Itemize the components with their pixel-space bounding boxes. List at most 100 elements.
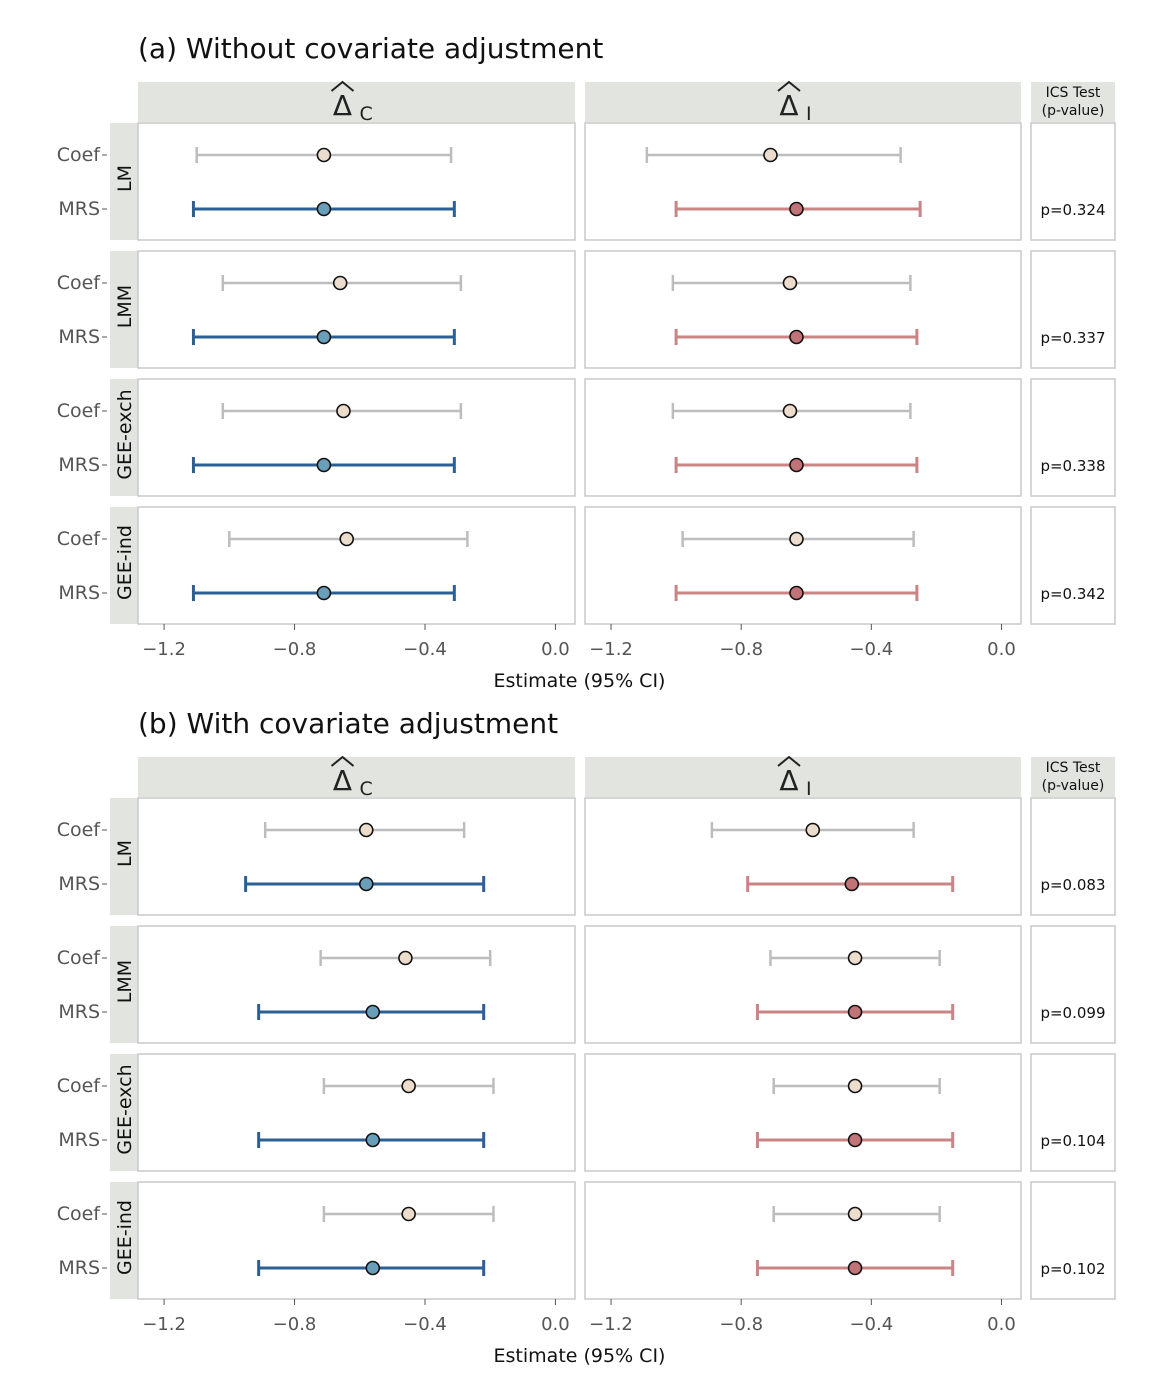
model-label: GEE-exch (114, 1064, 136, 1154)
point-estimate (332, 275, 348, 291)
point-estimate (847, 1260, 863, 1276)
column-strip-subscript: I (806, 103, 812, 125)
column-strip-subscript: C (360, 103, 373, 125)
point-estimate (847, 1004, 863, 1020)
ics-header-label: ICS Test (1046, 85, 1101, 101)
x-tick-label: −1.2 (589, 1314, 633, 1335)
ics-header-label: ICS Test (1046, 760, 1101, 776)
x-tick-label: −0.8 (273, 639, 317, 660)
x-tick-label: 0.0 (541, 1314, 570, 1335)
point-estimate (401, 1078, 416, 1094)
point-estimate (316, 329, 332, 345)
row-label: Coef (57, 819, 102, 841)
column-strip-label: Δ (779, 89, 798, 122)
panel-frame (584, 122, 1022, 241)
row-label: Coef (57, 400, 102, 422)
column-strip (138, 82, 575, 122)
panel-frame (584, 250, 1022, 369)
point-estimate (316, 147, 332, 163)
column-strip-label: Δ (333, 89, 352, 122)
p-value: p=0.338 (1040, 457, 1105, 475)
x-tick-label: −0.4 (403, 1314, 447, 1335)
point-estimate (339, 531, 355, 547)
p-value: p=0.104 (1040, 1132, 1105, 1150)
p-value: p=0.342 (1040, 585, 1105, 603)
point-estimate (316, 201, 332, 217)
panel-frame (137, 797, 576, 916)
p-value: p=0.099 (1040, 1004, 1105, 1022)
ics-panel (1030, 506, 1116, 625)
panel-frame (584, 378, 1022, 497)
point-estimate (789, 585, 804, 601)
point-estimate (789, 201, 804, 217)
column-strip-label: Δ (333, 764, 352, 797)
ics-panel (1030, 1181, 1116, 1300)
x-axis-title: Estimate (95% CI) (494, 1345, 666, 1367)
row-label: MRS (58, 582, 100, 604)
x-tick-label: 0.0 (987, 639, 1016, 660)
ics-panel (1030, 250, 1116, 369)
row-label: Coef (57, 528, 102, 550)
x-tick-label: −0.8 (719, 1314, 763, 1335)
panel-frame (137, 378, 576, 497)
model-label: LM (114, 840, 136, 867)
column-strip-label: Δ (779, 764, 798, 797)
point-estimate (365, 1004, 381, 1020)
row-label: MRS (58, 1129, 100, 1151)
row-label: Coef (57, 1075, 102, 1097)
point-estimate (789, 329, 804, 345)
point-estimate (365, 1132, 381, 1148)
ics-strip (1031, 757, 1115, 797)
model-strip (110, 123, 138, 240)
panel-frame (584, 797, 1022, 916)
model-label: GEE-ind (114, 525, 136, 600)
panel-frame (584, 1181, 1022, 1300)
column-strip-subscript: C (360, 778, 373, 800)
model-label: GEE-exch (114, 389, 136, 479)
hat-accent (777, 755, 801, 767)
ics-strip (1031, 82, 1115, 122)
p-value: p=0.083 (1040, 876, 1105, 894)
row-label: MRS (58, 873, 100, 895)
panel-frame (137, 1181, 576, 1300)
model-strip (110, 507, 138, 624)
panel-frame (584, 1053, 1022, 1172)
figure-title: (b) With covariate adjustment (138, 707, 558, 740)
hat-accent (777, 80, 801, 92)
ics-panel (1030, 797, 1116, 916)
row-label: MRS (58, 326, 100, 348)
x-tick-label: −0.8 (273, 1314, 317, 1335)
row-label: MRS (58, 1001, 100, 1023)
model-label: LM (114, 165, 136, 192)
point-estimate (763, 147, 778, 163)
panel-frame (137, 250, 576, 369)
model-strip (110, 379, 138, 496)
x-tick-label: −1.2 (142, 1314, 186, 1335)
point-estimate (789, 457, 804, 473)
point-estimate (847, 1206, 863, 1222)
row-label: Coef (57, 272, 102, 294)
column-strip (585, 757, 1021, 797)
ics-panel (1030, 925, 1116, 1044)
point-estimate (398, 950, 413, 966)
row-label: MRS (58, 454, 100, 476)
panel-frame (137, 506, 576, 625)
x-tick-label: −1.2 (589, 639, 633, 660)
p-value: p=0.337 (1040, 329, 1105, 347)
point-estimate (316, 585, 332, 601)
point-estimate (782, 275, 798, 291)
point-estimate (358, 876, 374, 892)
point-estimate (316, 457, 332, 473)
model-strip (110, 798, 138, 915)
x-tick-label: −1.2 (142, 639, 186, 660)
point-estimate (401, 1206, 416, 1222)
x-tick-label: 0.0 (541, 639, 570, 660)
ics-panel (1030, 1053, 1116, 1172)
p-value: p=0.324 (1040, 201, 1105, 219)
model-label: LMM (114, 960, 136, 1003)
point-estimate (336, 403, 351, 419)
column-strip (585, 82, 1021, 122)
ics-panel (1030, 378, 1116, 497)
x-tick-label: −0.4 (849, 639, 893, 660)
